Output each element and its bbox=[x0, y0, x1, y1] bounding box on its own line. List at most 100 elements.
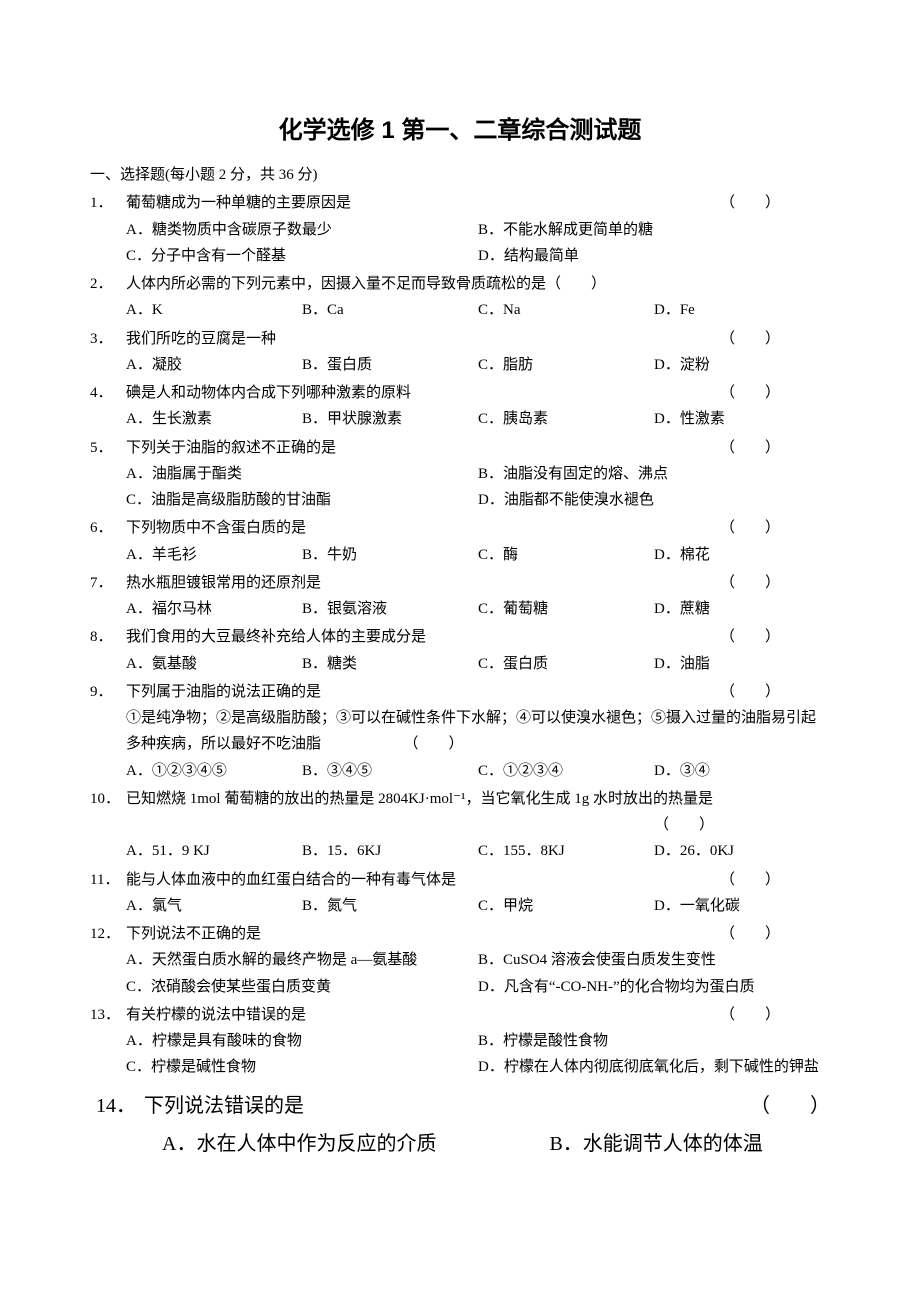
answer-blank: （ ） bbox=[720, 326, 830, 352]
question-body: 下列说法不正确的是（ ）A．天然蛋白质水解的最终产物是 a—氨基酸B．CuSO4… bbox=[126, 921, 830, 1000]
question: 6．下列物质中不含蛋白质的是 （ ）A．羊毛衫B．牛奶C．酶D．棉花 bbox=[90, 515, 830, 568]
option: C．浓硝酸会使某些蛋白质变黄 bbox=[126, 974, 478, 1000]
question-number: 4． bbox=[90, 380, 126, 433]
option: B．蛋白质 bbox=[302, 352, 478, 378]
option: A．K bbox=[126, 297, 302, 323]
option: B．糖类 bbox=[302, 651, 478, 677]
options: A．氯气B．氮气C．甲烷D．一氧化碳 bbox=[126, 893, 830, 919]
option: D．蔗糖 bbox=[654, 596, 830, 622]
stem-text: 下列关于油脂的叙述不正确的是 bbox=[126, 435, 336, 461]
option: A．氯气 bbox=[126, 893, 302, 919]
question: 7．热水瓶胆镀银常用的还原剂是（ ）A．福尔马林B．银氨溶液C．葡萄糖D．蔗糖 bbox=[90, 570, 830, 623]
question-body: 葡萄糖成为一种单糖的主要原因是 （ ）A．糖类物质中含碳原子数最少B．不能水解成更… bbox=[126, 190, 830, 269]
question: 1．葡萄糖成为一种单糖的主要原因是 （ ）A．糖类物质中含碳原子数最少B．不能水解… bbox=[90, 190, 830, 269]
question: 4．碘是人和动物体内合成下列哪种激素的原料（ ）A．生长激素B．甲状腺激素C．胰… bbox=[90, 380, 830, 433]
question-stem: 我们所吃的豆腐是一种 （ ） bbox=[126, 326, 830, 352]
option: C．油脂是高级脂肪酸的甘油酯 bbox=[126, 487, 478, 513]
question: 13．有关柠檬的说法中错误的是（ ）A．柠檬是具有酸味的食物B．柠檬是酸性食物C… bbox=[90, 1002, 830, 1081]
question-number: 14． bbox=[90, 1087, 144, 1125]
stem-text: 碘是人和动物体内合成下列哪种激素的原料 bbox=[126, 380, 411, 406]
option: C．分子中含有一个醛基 bbox=[126, 243, 478, 269]
option: A．氨基酸 bbox=[126, 651, 302, 677]
option: A．油脂属于酯类 bbox=[126, 461, 478, 487]
options: A．羊毛衫B．牛奶C．酶D．棉花 bbox=[126, 542, 830, 568]
options: A．①②③④⑤B．③④⑤C．①②③④D．③④ bbox=[126, 758, 830, 784]
question-stem: 下列说法不正确的是（ ） bbox=[126, 921, 830, 947]
stem-text: 有关柠檬的说法中错误的是 bbox=[126, 1002, 306, 1028]
question: 10．已知燃烧 1mol 葡萄糖的放出的热量是 2804KJ·mol⁻¹，当它氧… bbox=[90, 786, 830, 865]
section-heading: 一、选择题(每小题 2 分，共 36 分) bbox=[90, 162, 830, 188]
option: C．胰岛素 bbox=[478, 406, 654, 432]
stem-text: 热水瓶胆镀银常用的还原剂是 bbox=[126, 570, 321, 596]
option: B．CuSO4 溶液会使蛋白质发生变性 bbox=[478, 947, 830, 973]
question: 8．我们食用的大豆最终补充给人体的主要成分是（ ）A．氨基酸B．糖类C．蛋白质D… bbox=[90, 624, 830, 677]
option: C．甲烷 bbox=[478, 893, 654, 919]
stem-text: 我们食用的大豆最终补充给人体的主要成分是 bbox=[126, 624, 426, 650]
question-stem: 下列关于油脂的叙述不正确的是 （ ） bbox=[126, 435, 830, 461]
answer-blank: （ ） bbox=[720, 515, 830, 541]
question-body: 热水瓶胆镀银常用的还原剂是（ ）A．福尔马林B．银氨溶液C．葡萄糖D．蔗糖 bbox=[126, 570, 830, 623]
answer-blank: （ ） bbox=[720, 435, 830, 461]
option: A．糖类物质中含碳原子数最少 bbox=[126, 217, 478, 243]
option: B．Ca bbox=[302, 297, 478, 323]
option: A．天然蛋白质水解的最终产物是 a—氨基酸 bbox=[126, 947, 478, 973]
option: D．淀粉 bbox=[654, 352, 830, 378]
option: B．甲状腺激素 bbox=[302, 406, 478, 432]
option: D．结构最简单 bbox=[478, 243, 830, 269]
answer-blank: （ ） bbox=[720, 190, 830, 216]
answer-blank: （ ） bbox=[720, 679, 830, 705]
question-body: 已知燃烧 1mol 葡萄糖的放出的热量是 2804KJ·mol⁻¹，当它氧化生成… bbox=[126, 786, 830, 865]
options: A．生长激素B．甲状腺激素C．胰岛素D．性激素 bbox=[126, 406, 830, 432]
option: B．柠檬是酸性食物 bbox=[478, 1028, 830, 1054]
question-body: 我们食用的大豆最终补充给人体的主要成分是（ ）A．氨基酸B．糖类C．蛋白质D．油… bbox=[126, 624, 830, 677]
question-stem: 葡萄糖成为一种单糖的主要原因是 （ ） bbox=[126, 190, 830, 216]
question-number: 6． bbox=[90, 515, 126, 568]
option: A．柠檬是具有酸味的食物 bbox=[126, 1028, 478, 1054]
answer-blank: （ ） bbox=[720, 1002, 830, 1028]
stem-text: 我们所吃的豆腐是一种 bbox=[126, 326, 276, 352]
option: A．凝胶 bbox=[126, 352, 302, 378]
options: A．凝胶B．蛋白质C．脂肪D．淀粉 bbox=[126, 352, 830, 378]
option: A．①②③④⑤ bbox=[126, 758, 302, 784]
stem-text: 下列物质中不含蛋白质的是 bbox=[126, 515, 306, 541]
question-number: 10． bbox=[90, 786, 126, 865]
question-stem: 碘是人和动物体内合成下列哪种激素的原料（ ） bbox=[126, 380, 830, 406]
option: D．凡含有“-CO-NH-”的化合物均为蛋白质 bbox=[478, 974, 830, 1000]
option: D．性激素 bbox=[654, 406, 830, 432]
question-body: 碘是人和动物体内合成下列哪种激素的原料（ ）A．生长激素B．甲状腺激素C．胰岛素… bbox=[126, 380, 830, 433]
option: A．生长激素 bbox=[126, 406, 302, 432]
stem-text: 下列说法不正确的是 bbox=[126, 921, 261, 947]
question-stem: 已知燃烧 1mol 葡萄糖的放出的热量是 2804KJ·mol⁻¹，当它氧化生成… bbox=[126, 786, 830, 812]
question-stem: 下列说法错误的是 bbox=[144, 1087, 304, 1125]
options: A．糖类物质中含碳原子数最少B．不能水解成更简单的糖C．分子中含有一个醛基D．结… bbox=[126, 217, 830, 270]
answer-blank: （ ） bbox=[720, 570, 830, 596]
options: A．油脂属于酯类B．油脂没有固定的熔、沸点C．油脂是高级脂肪酸的甘油酯D．油脂都… bbox=[126, 461, 830, 514]
question-number: 7． bbox=[90, 570, 126, 623]
question-stem: 有关柠檬的说法中错误的是 （ ） bbox=[126, 1002, 830, 1028]
question: 9．下列属于油脂的说法正确的是（ ）①是纯净物；②是高级脂肪酸；③可以在碱性条件… bbox=[90, 679, 830, 784]
question-number: 1． bbox=[90, 190, 126, 269]
stem-text: 葡萄糖成为一种单糖的主要原因是 bbox=[126, 190, 351, 216]
option: B．③④⑤ bbox=[302, 758, 478, 784]
option: C．①②③④ bbox=[478, 758, 654, 784]
question-number: 11． bbox=[90, 867, 126, 920]
answer-blank: （ ） bbox=[750, 1087, 830, 1125]
options: A．KB．CaC．NaD．Fe bbox=[126, 297, 830, 323]
question-body: 人体内所必需的下列元素中，因摄入量不足而导致骨质疏松的是（ ）A．KB．CaC．… bbox=[126, 271, 830, 324]
option: C．155．8KJ bbox=[478, 838, 654, 864]
question-body: 下列物质中不含蛋白质的是 （ ）A．羊毛衫B．牛奶C．酶D．棉花 bbox=[126, 515, 830, 568]
question-14: 14． 下列说法错误的是 （ ） A．水在人体中作为反应的介质 B．水能调节人体… bbox=[90, 1087, 830, 1163]
option: A．羊毛衫 bbox=[126, 542, 302, 568]
answer-blank: （ ） bbox=[720, 867, 830, 893]
question-stem: 人体内所必需的下列元素中，因摄入量不足而导致骨质疏松的是（ ） bbox=[126, 271, 830, 297]
stem-text: 下列属于油脂的说法正确的是 bbox=[126, 679, 321, 705]
options: A．51．9 KJB．15．6KJC．155．8KJD．26．0KJ bbox=[126, 838, 830, 864]
options: A．氨基酸B．糖类C．蛋白质D．油脂 bbox=[126, 651, 830, 677]
options: A．天然蛋白质水解的最终产物是 a—氨基酸B．CuSO4 溶液会使蛋白质发生变性… bbox=[126, 947, 830, 1000]
question-stem: 能与人体血液中的血红蛋白结合的一种有毒气体是（ ） bbox=[126, 867, 830, 893]
question-number: 2． bbox=[90, 271, 126, 324]
option: C．Na bbox=[478, 297, 654, 323]
question-body: 下列关于油脂的叙述不正确的是 （ ）A．油脂属于酯类B．油脂没有固定的熔、沸点C．… bbox=[126, 435, 830, 514]
option: D．柠檬在人体内彻底彻底氧化后，剩下碱性的钾盐 bbox=[478, 1054, 830, 1080]
option: B．牛奶 bbox=[302, 542, 478, 568]
